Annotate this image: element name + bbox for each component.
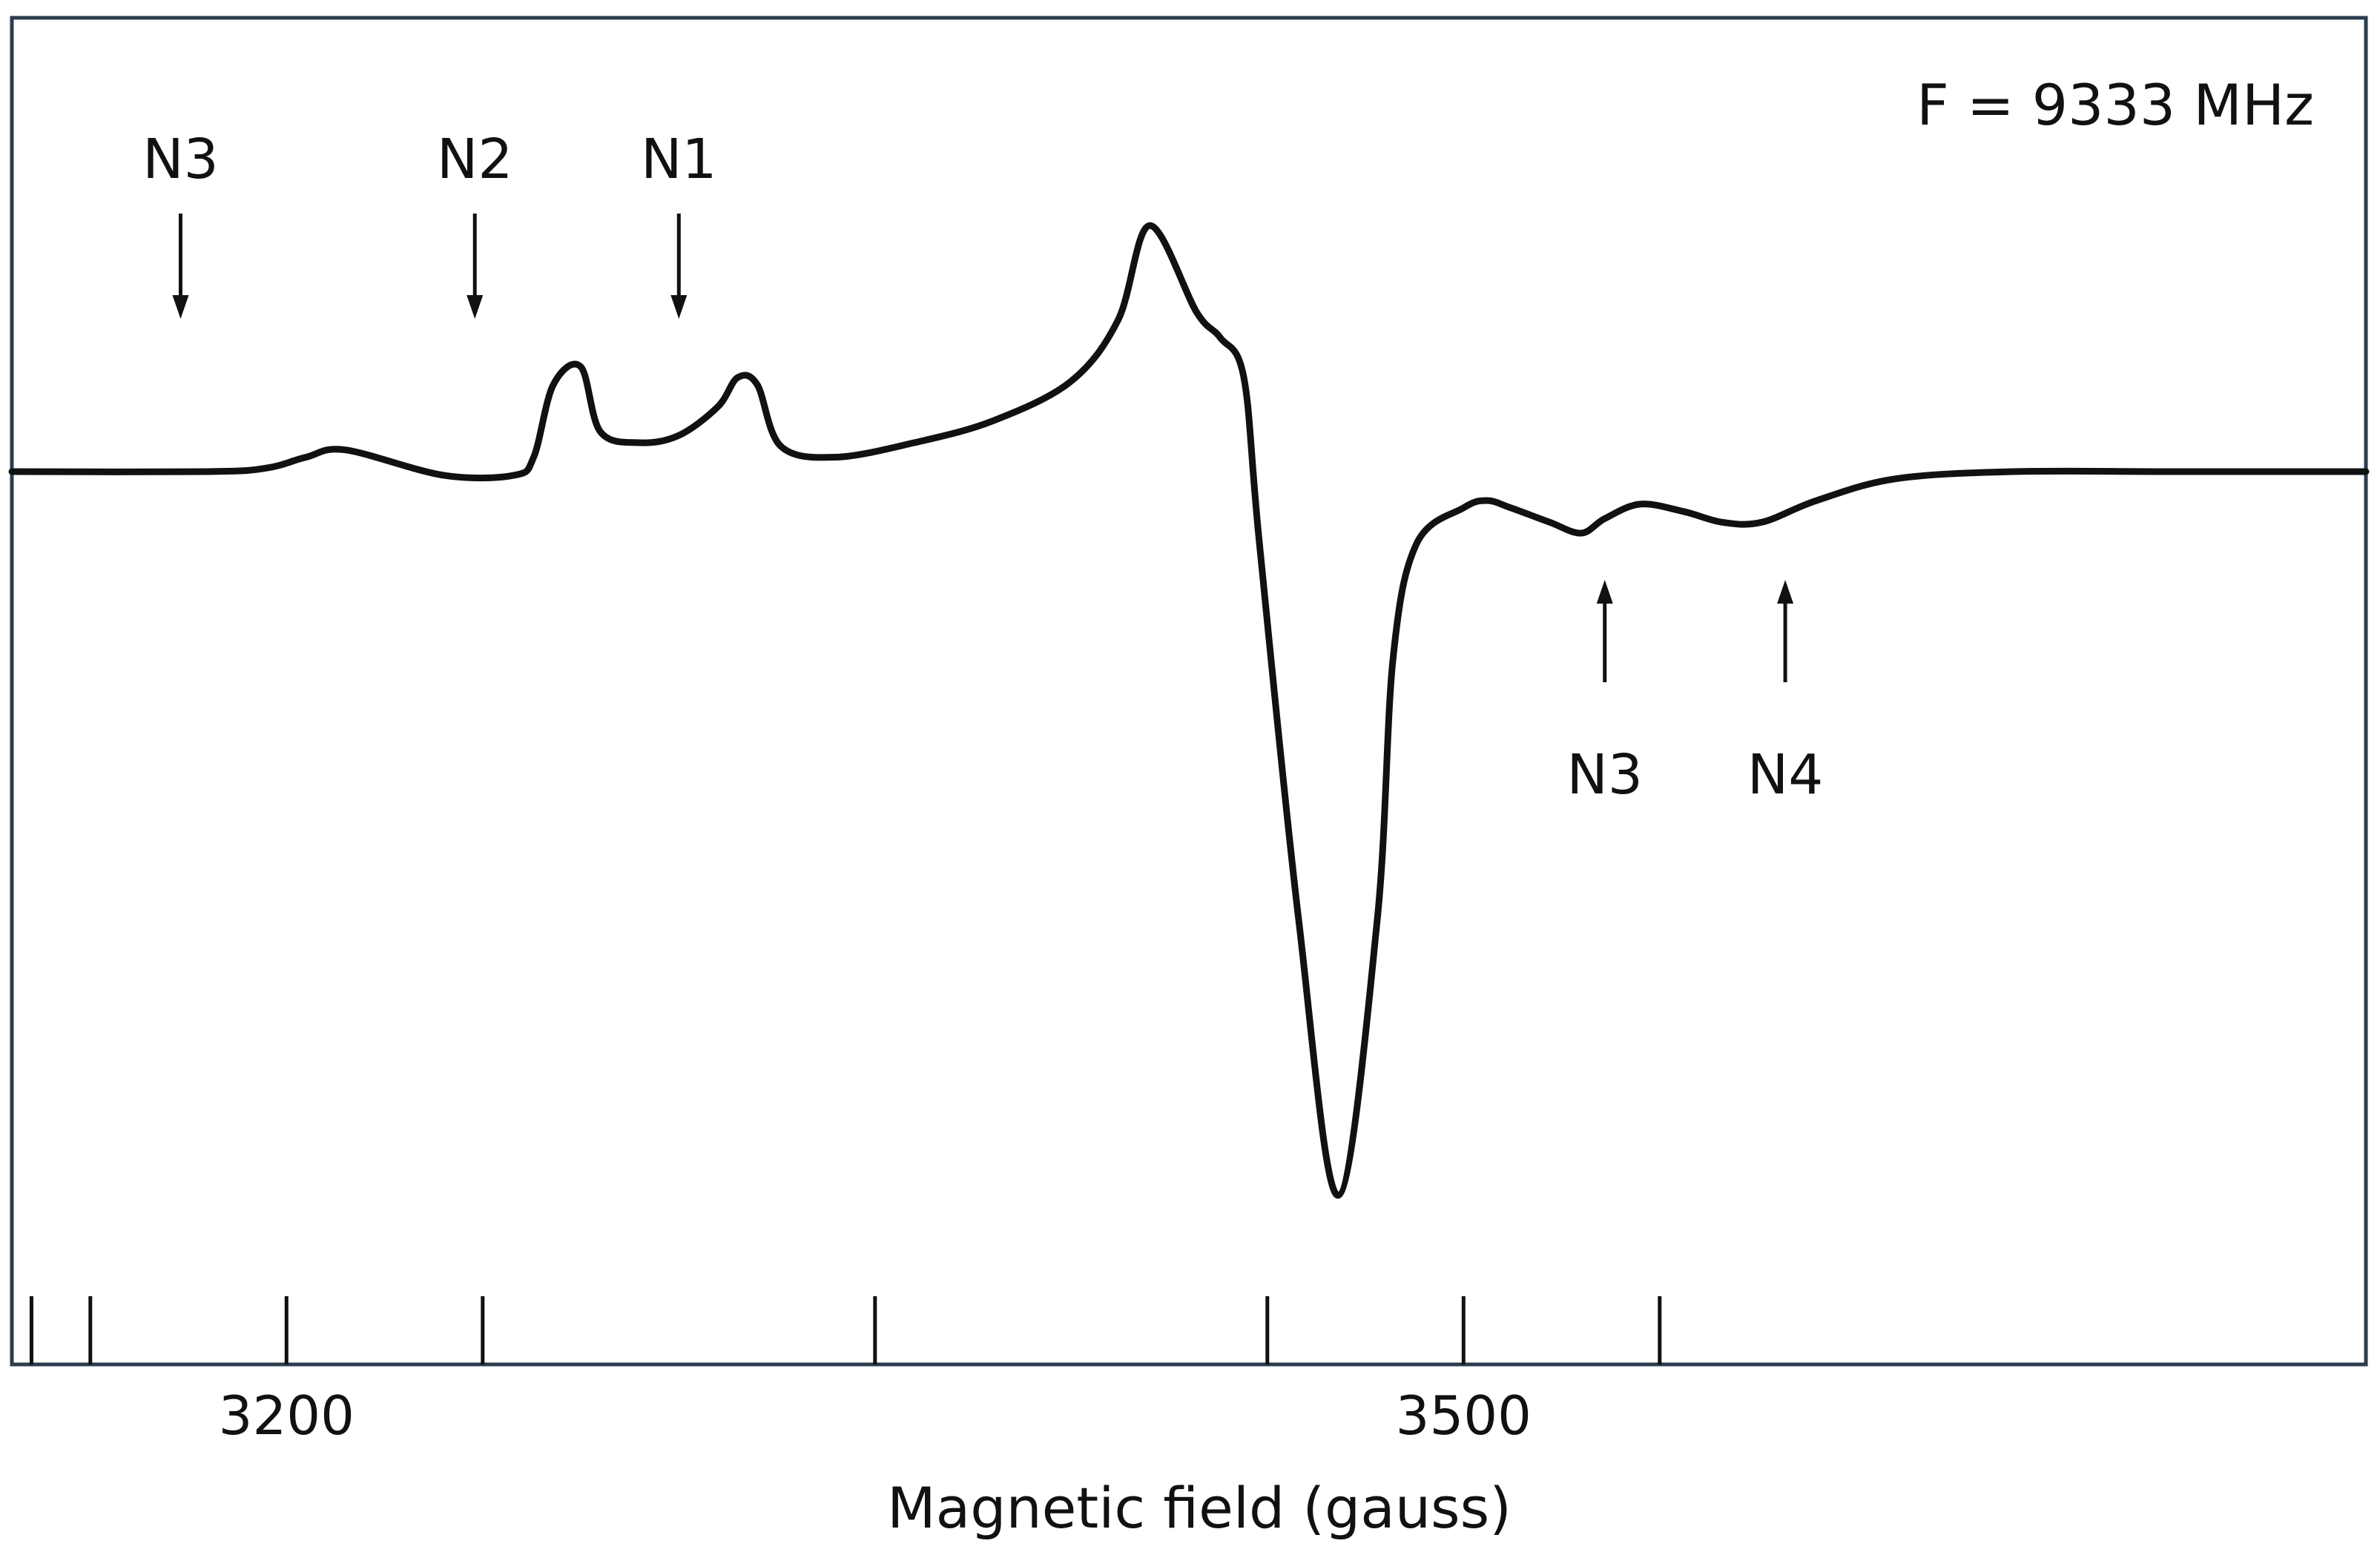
peak-label: N2	[437, 128, 512, 191]
peak-marker: N4	[1747, 580, 1823, 807]
x-tick-label: 3500	[1396, 1384, 1532, 1447]
spectrum-line	[8, 222, 2370, 1199]
peak-label: N3	[1567, 743, 1643, 807]
peak-label: N4	[1747, 743, 1823, 807]
marker-arrow-head	[1596, 580, 1613, 604]
plot-frame	[10, 16, 2368, 1367]
peak-markers: N3 N2 N1 N3 N4	[142, 128, 1823, 807]
marker-arrow-head	[670, 295, 688, 319]
peak-marker: N2	[437, 128, 512, 319]
x-tick-labels: 3200 3500	[219, 1384, 1532, 1447]
peak-marker: N3	[1567, 580, 1643, 807]
x-axis-label: Magnetic field (gauss)	[887, 1475, 1512, 1541]
peak-label: N3	[142, 128, 218, 191]
peak-label: N1	[641, 128, 716, 191]
frequency-annotation: F = 9333 MHz	[1916, 72, 2314, 138]
marker-arrow-head	[467, 295, 484, 319]
peak-marker: N3	[142, 128, 219, 319]
x-tick-label: 3200	[219, 1384, 355, 1447]
x-ticks	[29, 1296, 1662, 1364]
marker-arrow-head	[172, 295, 189, 319]
peak-marker: N1	[641, 128, 717, 319]
spectrum-series	[8, 222, 2370, 1199]
marker-arrow-head	[1777, 580, 1794, 604]
